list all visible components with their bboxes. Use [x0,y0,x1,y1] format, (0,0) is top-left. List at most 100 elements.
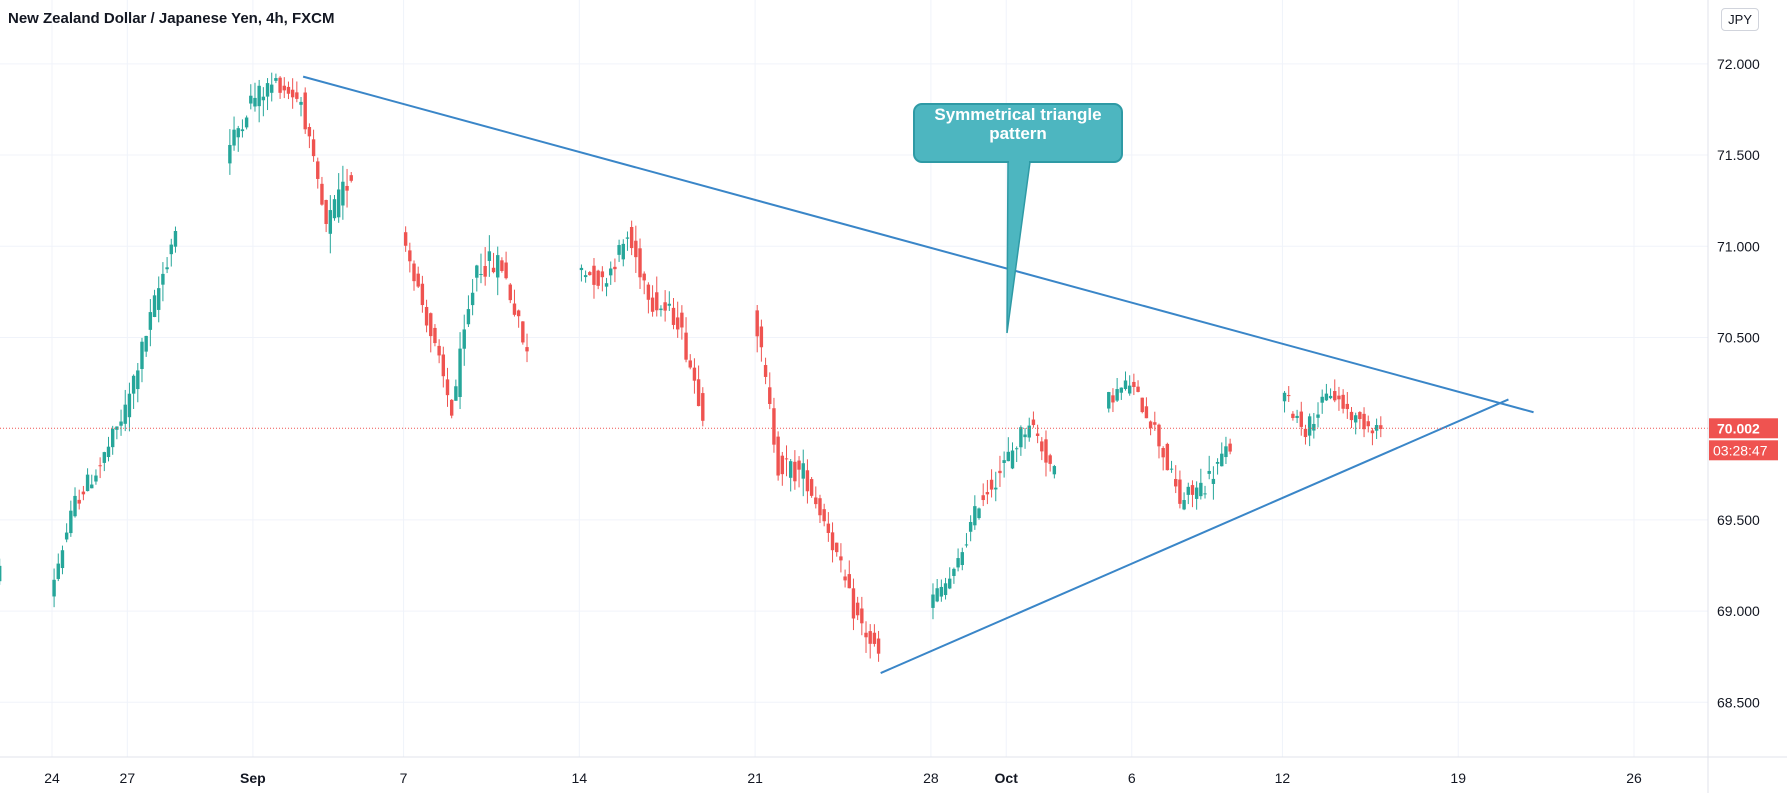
y-tick-label: 69.500 [1717,512,1760,528]
candle-down [772,408,776,445]
candle-down [408,250,412,262]
candle-down [629,227,634,249]
candle-up [253,97,257,107]
candle-down [1148,421,1153,429]
candle-up [1374,425,1379,431]
candle-down [1299,411,1303,427]
currency-button[interactable]: JPY [1721,8,1759,31]
countdown-badge [1709,440,1778,461]
x-tick-label: Oct [995,770,1019,786]
candle-down [872,632,877,644]
candle-down [675,317,680,330]
candle-up [454,386,458,401]
candle-down [826,523,831,533]
candle-up [931,594,935,608]
candle-up [119,421,123,426]
candle-down [525,347,529,352]
candle-up [115,426,119,430]
candle-up [1023,434,1027,438]
candle-down [1153,422,1157,425]
x-tick-label: Sep [240,770,266,786]
candle-down [77,499,81,504]
candle-up [136,370,140,390]
candle-up [274,78,278,81]
candle-up [956,558,960,568]
candle-down [282,85,286,91]
current-price-label: 70.002 [1717,420,1760,436]
candle-down [642,273,646,281]
candle-down [613,266,617,270]
candle-up [257,85,261,107]
trendline-lower [880,398,1509,675]
candle-down [688,360,692,368]
candle-down [1031,419,1036,426]
candle-down [504,262,508,279]
candle-down [445,379,450,396]
candle-down [839,556,843,561]
candle-up [161,273,165,285]
candle-down [290,89,295,98]
candle-down [797,460,801,470]
candle-up [948,578,952,589]
candle-up [90,484,94,489]
candle-down [1140,397,1144,413]
candle-down [989,479,994,490]
candle-up [244,117,249,128]
candle-up [1207,470,1211,474]
candle-down [780,455,785,475]
candle-up [1220,453,1224,467]
candle-up [1328,395,1333,399]
candle-down [1366,421,1370,427]
candle-up [935,588,939,602]
candle-up [1182,500,1186,510]
candle-down [1362,413,1366,430]
candle-down [600,271,605,278]
candle-down [1174,478,1178,487]
candle-up [659,308,663,311]
candle-up [148,312,153,330]
candle-down [1303,428,1308,438]
candle-up [1019,427,1023,448]
candle-down [671,307,676,325]
candle-up [1312,423,1316,431]
y-tick-label: 71.500 [1717,147,1760,163]
candle-up [1006,451,1011,462]
candle-up [1169,468,1174,470]
candle-up [299,101,303,105]
candle-down [835,542,839,553]
symbol-title: New Zealand Dollar / Japanese Yen, 4h, F… [8,10,335,27]
candle-up [265,83,270,97]
candle-down [822,509,826,522]
candle-up [1002,460,1006,463]
candle-down [1157,424,1161,447]
candle-up [1123,380,1128,390]
candle-up [621,243,625,260]
candle-up [1324,393,1329,401]
candle-down [1358,412,1362,419]
candle-up [1316,414,1320,418]
candle-up [977,508,981,519]
candle-down [441,354,446,377]
candle-down [433,327,437,344]
candle-up [102,452,107,463]
candle-up [1211,478,1216,484]
candle-down [755,310,759,337]
candle-down [701,393,705,421]
x-tick-label: 12 [1275,770,1291,786]
candle-up [336,189,341,218]
grid [0,0,1708,757]
candle-down [403,232,408,246]
candle-down [876,638,881,654]
candle-up [487,251,492,261]
candle-down [1370,430,1375,434]
candle-up [165,267,169,270]
candle-down [638,248,642,278]
candle-up [1014,448,1019,450]
candle-down [1048,455,1052,464]
candle-up [964,544,969,546]
candle-up [332,199,337,219]
candle-up [240,129,245,132]
